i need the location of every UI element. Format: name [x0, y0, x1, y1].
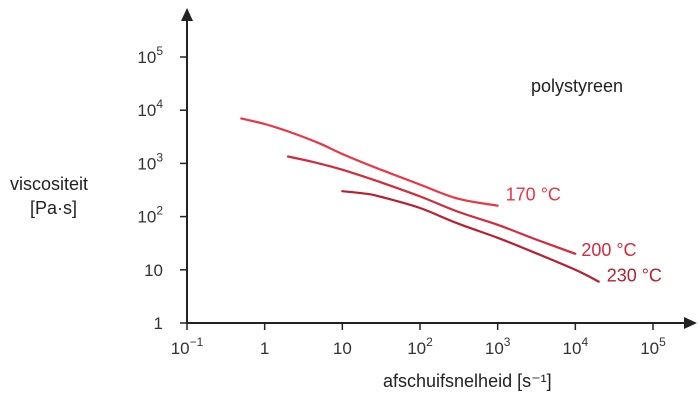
- x-tick-label: 103: [485, 335, 511, 358]
- series-line: [240, 117, 499, 207]
- chart-annotation: polystyreen: [531, 76, 623, 96]
- series-label: 230 °C: [607, 266, 662, 286]
- y-axis-label-line1: viscositeit: [10, 174, 88, 194]
- series-label: 170 °C: [506, 185, 561, 205]
- series-lines: [240, 117, 600, 283]
- x-tick-label: 102: [407, 335, 433, 358]
- y-tick-label: 104: [137, 97, 163, 120]
- axes: [181, 8, 697, 329]
- y-tick-label: 1: [154, 314, 163, 333]
- y-tick-label: 105: [137, 44, 163, 67]
- x-tick-label: 105: [640, 335, 666, 358]
- x-axis-label: afschuifsnelheid [s⁻¹]: [383, 371, 552, 391]
- y-axis-label-line2: [Pa·s]: [30, 198, 77, 218]
- x-tick-label: 104: [563, 335, 589, 358]
- series-label: 200 °C: [581, 240, 636, 260]
- y-tick-label: 10: [144, 261, 163, 280]
- series-line: [286, 155, 577, 255]
- y-axis-arrow: [181, 8, 193, 21]
- series-line: [341, 190, 600, 283]
- x-axis-arrow: [684, 317, 697, 329]
- series-labels: 170 °C 200 °C 230 °C: [506, 185, 662, 286]
- x-tick-label: 10: [333, 339, 352, 358]
- tick-marks: [180, 56, 654, 330]
- x-tick-label: 10−1: [171, 335, 204, 358]
- x-tick-label: 1: [260, 339, 269, 358]
- y-tick-label: 103: [137, 150, 163, 173]
- y-tick-label: 102: [137, 204, 163, 227]
- tick-labels: 10−1 1 10 102 103 104 105 1 10 102 103 104 105: [137, 44, 666, 358]
